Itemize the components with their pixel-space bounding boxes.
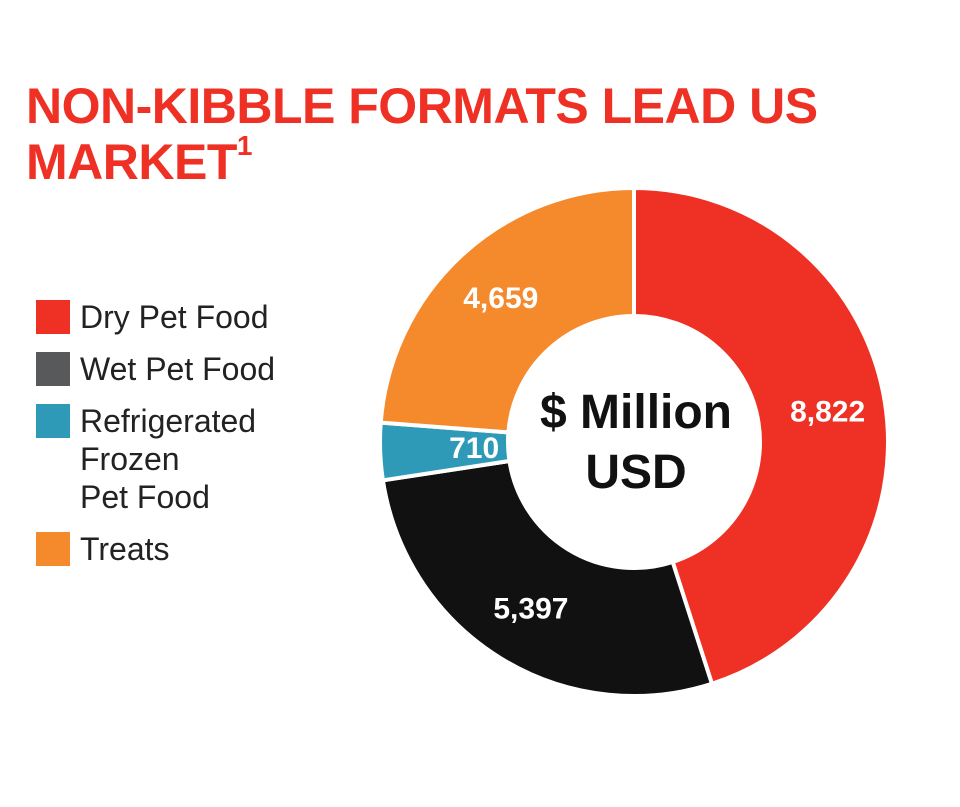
footnote-marker: 1 [236,130,253,161]
legend-label-refrigerated: Refrigerated Frozen Pet Food [80,403,257,515]
center-label-line2: USD [585,446,686,499]
slice-label-3: 4,659 [463,282,538,315]
donut-slice-1 [380,458,715,698]
donut-slice-0 [632,185,890,687]
donut-slice-3 [378,185,636,435]
donut-slice-labels: 8,822 5,397 710 4,659 [449,282,865,625]
legend-label-wet: Wet Pet Food [80,351,276,387]
slice-label-2: 710 [449,432,499,465]
legend-label-dry: Dry Pet Food [80,299,269,335]
legend-swatch-dry [36,300,70,334]
legend-swatch-treats [36,532,70,566]
donut-slices [378,185,890,698]
slice-label-0: 8,822 [790,396,865,429]
legend-label-treats: Treats [80,531,170,567]
legend-item-dry: Dry Pet Food [36,298,336,336]
legend-item-refrigerated: Refrigerated Frozen Pet Food [36,402,336,516]
chart-title-text: NON-KIBBLE FORMATS LEAD US MARKET [26,78,818,190]
legend-swatch-refrigerated [36,404,70,438]
chart-title: NON-KIBBLE FORMATS LEAD US MARKET1 [26,78,906,190]
legend-item-wet: Wet Pet Food [36,350,336,388]
legend-swatch-wet [36,352,70,386]
legend-item-treats: Treats [36,530,336,568]
center-label-line1: $ Million [540,386,732,439]
slice-label-1: 5,397 [493,593,568,626]
legend: Dry Pet Food Wet Pet Food Refrigerated F… [36,298,336,582]
donut-chart: 8,822 5,397 710 4,659 $ Million USD [378,185,890,698]
